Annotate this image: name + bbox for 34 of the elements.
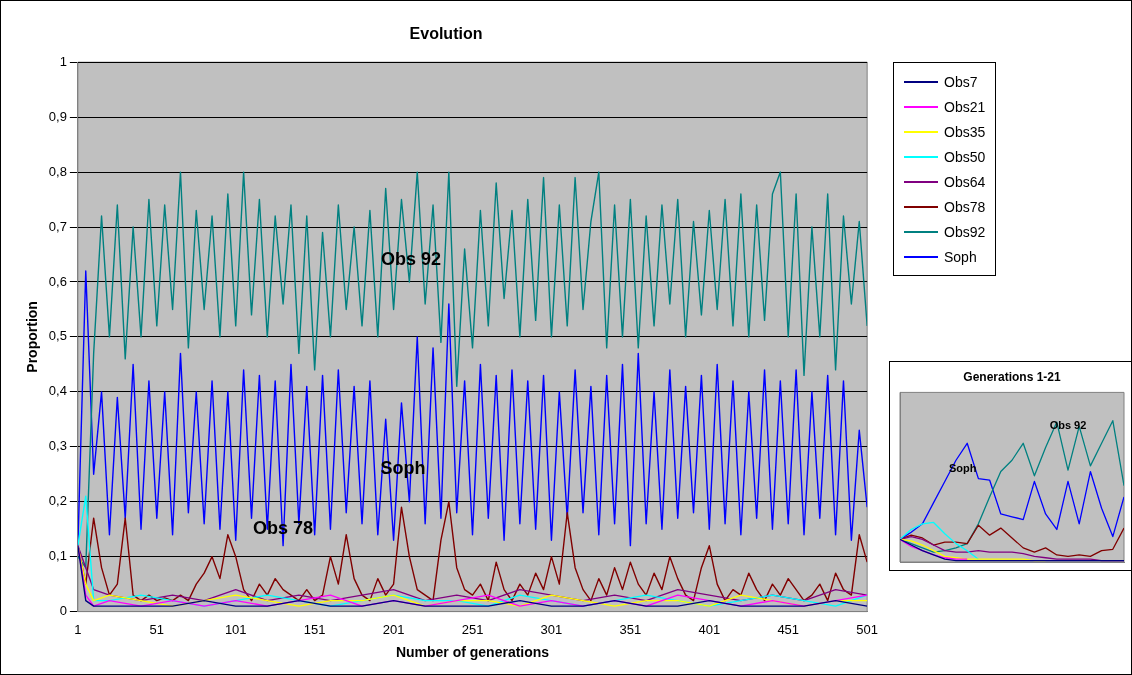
x-tick-label: 251	[461, 621, 484, 637]
legend-label: Soph	[944, 248, 977, 265]
x-tick-label: 401	[698, 621, 721, 637]
x-tick-label: 301	[540, 621, 563, 637]
y-tick-label: 0,2	[48, 493, 67, 509]
legend-label: Obs50	[944, 148, 986, 165]
x-tick-label: 101	[224, 621, 247, 637]
y-tick-label: 0,9	[48, 108, 67, 124]
chart-title: Generations 1-21	[963, 369, 1062, 384]
legend-label: Obs78	[944, 198, 986, 215]
y-tick-label: 0,3	[48, 438, 67, 454]
x-tick-label: 451	[777, 621, 800, 637]
y-tick-label: 0,7	[48, 218, 67, 234]
legend-label: Obs7	[944, 73, 978, 90]
chart-title: Evolution	[409, 25, 483, 43]
y-tick-label: 0,5	[48, 328, 67, 344]
y-tick-label: 0,8	[48, 163, 67, 179]
x-tick-label: 151	[303, 621, 326, 637]
x-tick-label: 351	[619, 621, 642, 637]
x-axis-title: Number of generations	[395, 644, 550, 661]
legend-label: Obs35	[944, 123, 986, 140]
y-tick-label: 0,6	[48, 273, 67, 289]
x-tick-label: 501	[856, 621, 879, 637]
y-tick-label: 0,1	[48, 548, 67, 564]
legend-label: Obs64	[944, 173, 986, 190]
legend-label: Obs21	[944, 98, 986, 115]
legend-label: Obs92	[944, 223, 986, 240]
y-tick-label: 0	[59, 603, 67, 619]
y-tick-label: 0,4	[48, 383, 67, 399]
x-tick-label: 51	[149, 621, 165, 637]
y-tick-label: 1	[59, 53, 67, 69]
x-tick-label: 1	[74, 621, 82, 637]
x-tick-label: 201	[382, 621, 405, 637]
y-axis-title: Proportion	[24, 301, 41, 373]
